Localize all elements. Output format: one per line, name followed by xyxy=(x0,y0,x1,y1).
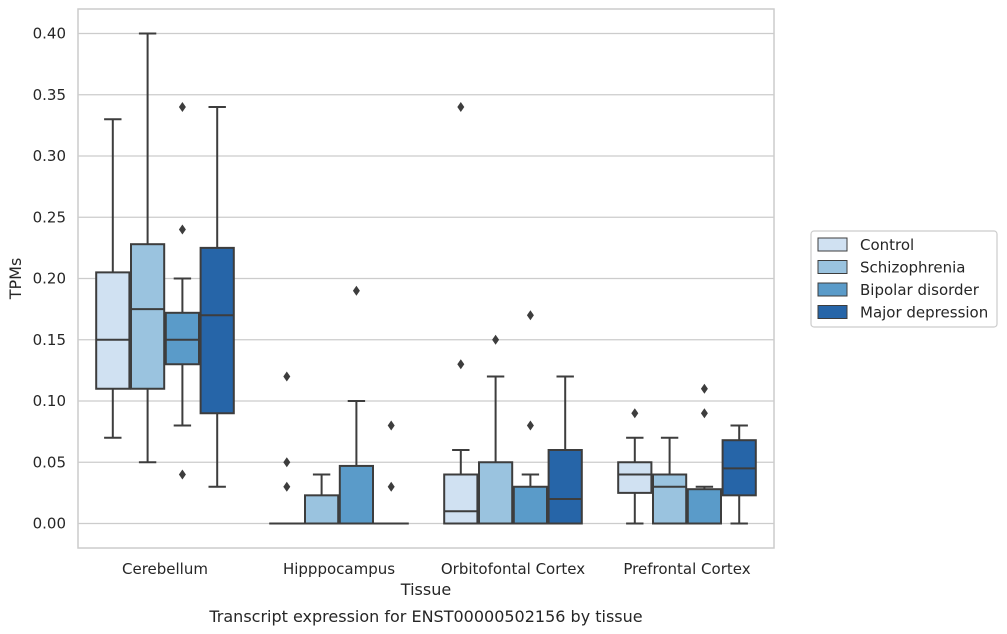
y-tick-label: 0.40 xyxy=(33,25,66,43)
legend-swatch xyxy=(817,305,848,319)
box-body xyxy=(686,488,722,525)
box-3-1 xyxy=(652,436,688,525)
legend-frame xyxy=(810,230,998,328)
legend-label: Control xyxy=(860,236,914,254)
legend-label: Bipolar disorder xyxy=(860,281,980,299)
box-body xyxy=(304,494,340,525)
box-2-2 xyxy=(512,310,548,525)
outlier-point xyxy=(178,102,186,112)
outlier-point xyxy=(700,408,708,419)
legend-swatch xyxy=(817,237,848,252)
box-body xyxy=(338,464,374,525)
y-tick-labels: 0.00 0.05 0.10 0.15 0.20 0.25 0.30 0.35 0.40 xyxy=(33,25,66,533)
y-tick-label: 0.00 xyxy=(33,515,66,533)
outlier-point xyxy=(178,224,186,235)
outlier-point xyxy=(700,383,708,394)
y-tick-label: 0.25 xyxy=(33,208,66,226)
chart-title: Transcript expression for ENST0000050215… xyxy=(208,607,642,626)
box-1-3 xyxy=(373,420,409,525)
y-tick-label: 0.35 xyxy=(33,86,66,104)
outlier-point xyxy=(457,359,465,370)
outlier-point xyxy=(387,481,395,492)
x-tick-label: Orbitofontal Cortex xyxy=(441,560,585,578)
legend-swatch xyxy=(817,282,848,297)
box-body xyxy=(164,311,201,366)
y-tick-label: 0.15 xyxy=(33,331,66,349)
outlier-point xyxy=(526,310,534,321)
box-2-0 xyxy=(443,102,479,525)
box-1-1 xyxy=(304,473,340,525)
box-3-0 xyxy=(617,408,653,525)
outlier-point xyxy=(631,408,639,419)
x-tick-label: Hipppocampus xyxy=(283,560,395,578)
legend-swatch xyxy=(817,260,848,274)
y-tick-label: 0.05 xyxy=(33,453,66,471)
plot-area-frame xyxy=(77,8,775,549)
legend-label: Major depression xyxy=(860,304,988,322)
x-tick-label: Cerebellum xyxy=(122,560,208,578)
y-tick-label: 0.30 xyxy=(33,147,66,165)
outlier-point xyxy=(283,371,291,382)
outlier-point xyxy=(387,420,395,431)
box-body xyxy=(547,449,583,525)
box-2-1 xyxy=(478,334,514,525)
box-2-3 xyxy=(547,375,583,525)
box-body xyxy=(130,243,166,390)
legend: Control Schizophrenia Bipolar disorder Majo… xyxy=(810,230,998,328)
box-body xyxy=(652,473,688,525)
box-body xyxy=(95,271,131,390)
box-0-0 xyxy=(95,118,131,439)
outlier-point xyxy=(526,420,534,431)
y-axis-label: TPMs xyxy=(6,258,25,301)
box-1-2 xyxy=(338,285,374,525)
box-1-0 xyxy=(269,371,305,525)
box-0-3 xyxy=(199,106,235,488)
box-0-2 xyxy=(164,102,201,480)
box-0-1 xyxy=(130,32,166,464)
y-tick-label: 0.10 xyxy=(33,392,66,410)
x-axis-label: Tissue xyxy=(400,580,451,599)
outlier-point xyxy=(492,334,500,345)
box-body xyxy=(478,461,514,525)
box-3-2 xyxy=(686,383,722,525)
y-tick-label: 0.20 xyxy=(33,270,66,288)
box-body xyxy=(617,461,653,494)
outlier-point xyxy=(283,457,291,468)
x-tick-label: Prefrontal Cortex xyxy=(623,560,750,578)
outlier-point xyxy=(457,102,465,112)
box-body xyxy=(443,473,479,525)
box-layer xyxy=(95,32,757,525)
box-3-3 xyxy=(721,424,757,525)
outlier-point xyxy=(352,285,360,296)
x-tick-labels: Cerebellum Hipppocampus Orbitofontal Corte… xyxy=(122,560,751,578)
box-body xyxy=(199,246,235,415)
box-body xyxy=(512,485,548,525)
outlier-point xyxy=(283,481,291,492)
legend-label: Schizophrenia xyxy=(860,259,965,277)
outlier-point xyxy=(178,469,186,480)
